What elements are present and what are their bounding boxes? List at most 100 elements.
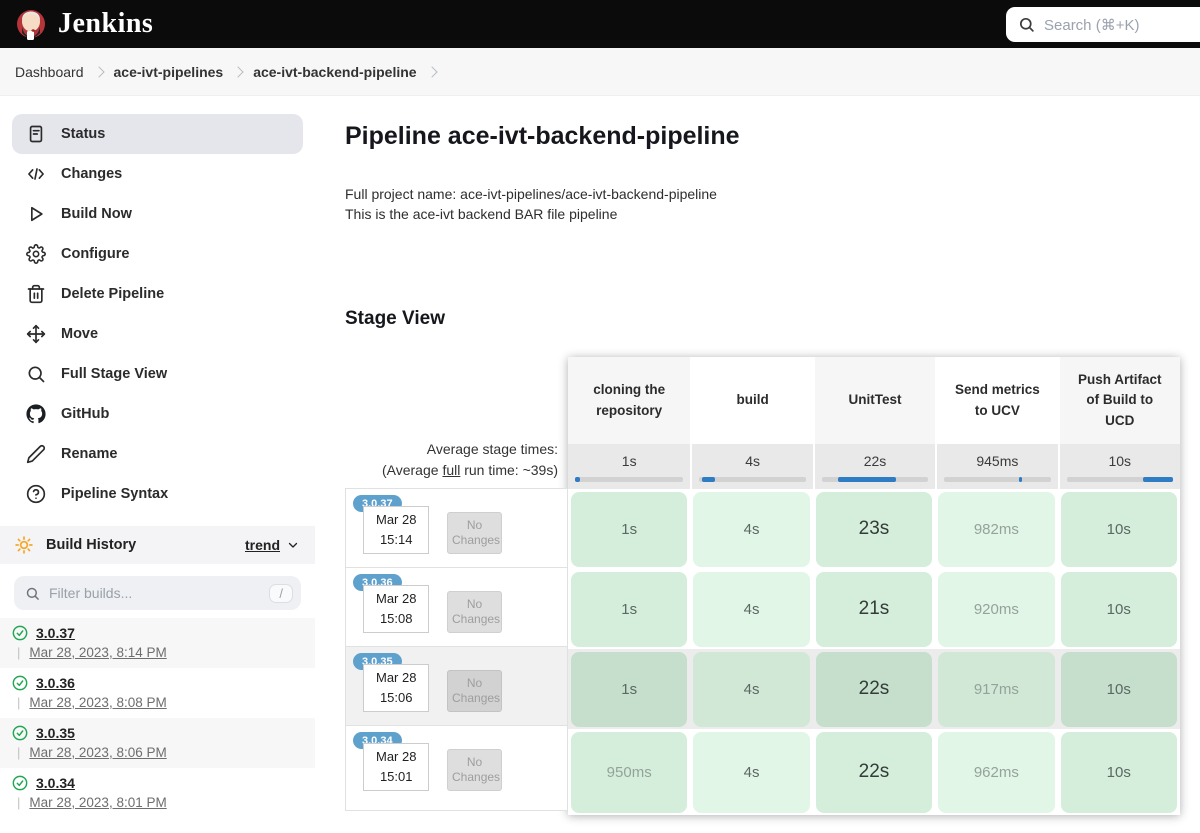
main-panel: Pipeline ace-ivt-backend-pipeline Full p… — [315, 96, 1200, 833]
sidebar-item-rename[interactable]: Rename — [12, 434, 303, 474]
stage-cell[interactable]: 4s — [693, 491, 810, 567]
success-check-icon — [12, 675, 28, 691]
stage-cell[interactable]: 23s — [815, 491, 933, 567]
sidebar-item-label: Rename — [61, 446, 118, 462]
sidebar-item-label: Configure — [61, 246, 130, 262]
build-datetime[interactable]: Mar 28 15:14 — [363, 506, 430, 554]
stage-result-row: 1s 4s 22s 917ms 10s — [568, 649, 1180, 729]
stage-cell[interactable]: 22s — [815, 731, 933, 813]
stage-cell[interactable]: 10s — [1060, 731, 1177, 813]
sidebar-item-label: Delete Pipeline — [61, 286, 165, 302]
trend-label: trend — [245, 537, 280, 553]
filter-builds-input[interactable]: Filter builds... / — [14, 576, 301, 610]
sidebar-item-label: Full Stage View — [61, 366, 168, 382]
chevron-right-icon — [92, 66, 105, 78]
stage-cell[interactable]: 1s — [571, 491, 688, 567]
stage-cell[interactable]: 10s — [1060, 651, 1177, 727]
brand-name: Jenkins — [58, 8, 154, 39]
stage-cell[interactable]: 1s — [571, 651, 688, 727]
stage-cell[interactable]: 950ms — [571, 731, 688, 813]
search-icon — [1018, 16, 1035, 33]
search-placeholder: Search (⌘+K) — [1044, 16, 1140, 34]
build-link[interactable]: 3.0.34 — [36, 775, 75, 791]
stage-header: build — [690, 357, 812, 444]
success-check-icon — [12, 775, 28, 791]
stage-cell[interactable]: 10s — [1060, 491, 1177, 567]
help-circle-icon — [26, 484, 46, 504]
stage-result-row: 950ms 4s 22s 962ms 10s — [568, 729, 1180, 815]
build-timestamp-link[interactable]: Mar 28, 2023, 8:06 PM — [29, 745, 167, 760]
stage-cell[interactable]: 920ms — [938, 571, 1055, 647]
no-changes-badge: No Changes — [447, 591, 502, 633]
sidebar-item-github[interactable]: GitHub — [12, 394, 303, 434]
stage-cell[interactable]: 4s — [693, 571, 810, 647]
stage-header-row: cloning the repository build UnitTest Se… — [568, 357, 1180, 444]
sidebar-item-configure[interactable]: Configure — [12, 234, 303, 274]
breadcrumb-pipeline[interactable]: ace-ivt-backend-pipeline — [253, 63, 417, 80]
stage-header: UnitTest — [812, 357, 936, 444]
no-changes-badge: No Changes — [447, 512, 502, 554]
build-row-label: 3.0.36 Mar 28 15:08 No Changes — [345, 567, 568, 647]
stage-cell[interactable]: 917ms — [938, 651, 1055, 727]
build-link[interactable]: 3.0.35 — [36, 725, 75, 741]
build-timestamp-link[interactable]: Mar 28, 2023, 8:08 PM — [29, 695, 167, 710]
sidebar-item-full-stage-view[interactable]: Full Stage View — [12, 354, 303, 394]
stage-header: Send metrics to UCV — [935, 357, 1057, 444]
sidebar-item-label: Status — [61, 126, 106, 142]
stage-cell[interactable]: 21s — [815, 571, 933, 647]
shortcut-badge: / — [269, 583, 293, 603]
github-icon — [26, 404, 46, 424]
filter-placeholder: Filter builds... — [49, 585, 133, 601]
search-input[interactable]: Search (⌘+K) — [1006, 7, 1200, 42]
breadcrumb-dashboard[interactable]: Dashboard — [15, 63, 84, 80]
build-timestamp-link[interactable]: Mar 28, 2023, 8:14 PM — [29, 645, 167, 660]
sidebar-item-pipeline-syntax[interactable]: Pipeline Syntax — [12, 474, 303, 514]
top-bar: Jenkins Search (⌘+K) — [0, 0, 1200, 48]
no-changes-badge: No Changes — [447, 749, 502, 791]
stage-cell[interactable]: 962ms — [938, 731, 1055, 813]
build-history-entry: 3.0.34 | Mar 28, 2023, 8:01 PM — [0, 768, 315, 818]
magnifier-icon — [26, 364, 46, 384]
sidebar-item-label: GitHub — [61, 406, 110, 422]
build-datetime[interactable]: Mar 28 15:08 — [363, 585, 430, 633]
build-link[interactable]: 3.0.37 — [36, 625, 75, 641]
stage-cell[interactable]: 982ms — [938, 491, 1055, 567]
search-icon — [25, 586, 40, 601]
jenkins-home-link[interactable]: Jenkins — [14, 7, 153, 41]
gear-icon — [26, 244, 46, 264]
sidebar-item-changes[interactable]: Changes — [12, 154, 303, 194]
build-history-entry: 3.0.36 | Mar 28, 2023, 8:08 PM — [0, 668, 315, 718]
build-history-title: Build History — [46, 537, 137, 553]
build-history-entry: 3.0.37 | Mar 28, 2023, 8:14 PM — [0, 618, 315, 668]
breadcrumb: Dashboard ace-ivt-pipelines ace-ivt-back… — [0, 48, 1200, 96]
stage-cell[interactable]: 1s — [571, 571, 688, 647]
play-icon — [26, 204, 46, 224]
divider: | — [17, 745, 21, 760]
build-datetime[interactable]: Mar 28 15:01 — [363, 743, 430, 791]
trend-link[interactable]: trend — [245, 537, 299, 553]
stage-cell[interactable]: 22s — [815, 651, 933, 727]
breadcrumb-folder[interactable]: ace-ivt-pipelines — [113, 63, 224, 80]
sidebar-item-status[interactable]: Status — [12, 114, 303, 154]
sidebar-item-delete-pipeline[interactable]: Delete Pipeline — [12, 274, 303, 314]
sidebar: Status Changes Build Now — [0, 96, 315, 833]
average-times-row: 1s 4s 22s 945ms — [568, 444, 1180, 489]
stage-timeline-bar — [575, 477, 684, 482]
stage-cell[interactable]: 4s — [693, 651, 810, 727]
average-stage-times-label: Average stage times: (Average full run t… — [381, 441, 558, 478]
stage-timeline-bar — [944, 477, 1051, 482]
sidebar-item-label: Changes — [61, 166, 123, 182]
build-link[interactable]: 3.0.36 — [36, 675, 75, 691]
sidebar-item-build-now[interactable]: Build Now — [12, 194, 303, 234]
divider: | — [17, 795, 21, 810]
stage-cell[interactable]: 10s — [1060, 571, 1177, 647]
stage-view-heading: Stage View — [345, 308, 445, 329]
average-time-cell: 4s — [690, 444, 813, 489]
average-time-cell: 10s — [1057, 444, 1180, 489]
success-check-icon — [12, 625, 28, 641]
build-datetime[interactable]: Mar 28 15:06 — [363, 664, 430, 712]
sidebar-item-move[interactable]: Move — [12, 314, 303, 354]
build-row-label: 3.0.35 Mar 28 15:06 No Changes — [345, 646, 568, 726]
build-timestamp-link[interactable]: Mar 28, 2023, 8:01 PM — [29, 795, 167, 810]
stage-cell[interactable]: 4s — [693, 731, 810, 813]
